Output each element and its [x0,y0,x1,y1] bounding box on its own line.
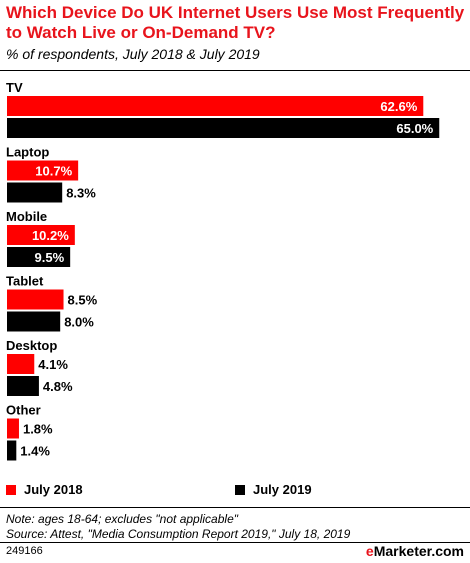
legend-item-july-2019: July 2019 [235,482,312,497]
category-label-other: Other [6,403,41,418]
chart-id: 249166 [6,545,43,557]
data-label-tablet-july-2018: 8.5% [68,293,98,308]
data-label-desktop-july-2019: 4.8% [43,379,73,394]
data-label-mobile-july-2019: 9.5% [35,250,65,265]
chart-subtitle: % of respondents, July 2018 & July 2019 [6,46,260,62]
bottom-divider [0,507,470,508]
bar-tv-july-2018 [7,96,424,116]
footer-divider [0,542,470,543]
emarketer-logo: eMarketer.com [365,543,464,559]
legend-swatch-july-2019 [235,484,245,495]
bar-desktop-july-2018 [7,354,35,374]
legend-item-july-2018: July 2018 [6,482,83,497]
bar-desktop-july-2019 [7,376,39,396]
data-label-mobile-july-2018: 10.2% [32,228,69,243]
legend-label-july-2018: July 2018 [24,482,83,497]
category-label-desktop: Desktop [6,338,57,353]
bar-chart: TV 62.6% 65.0% Laptop 10.7% 8.3% Mobile 10.2% 9.… [6,80,440,461]
bar-tablet-july-2018 [7,289,64,310]
category-label-laptop: Laptop [6,145,49,160]
data-label-laptop-july-2018: 10.7% [35,164,72,179]
bar-tablet-july-2019 [7,311,61,332]
data-label-other-july-2018: 1.8% [23,422,53,437]
top-divider [0,70,470,71]
category-label-mobile: Mobile [6,209,47,224]
category-label-tv: TV [6,80,23,95]
bar-other-july-2018 [7,418,19,439]
data-label-laptop-july-2019: 8.3% [66,186,96,201]
bar-laptop-july-2019 [7,182,63,203]
data-label-other-july-2019: 1.4% [20,444,50,459]
legend-swatch-july-2018 [6,484,16,495]
note-text: Note: ages 18-64; excludes "not applicab… [6,512,239,526]
legend-label-july-2019: July 2019 [253,482,312,497]
source-text: Source: Attest, "Media Consumption Repor… [6,527,351,541]
bar-laptop-july-2018 [7,160,79,181]
data-label-tv-july-2019: 65.0% [396,121,433,136]
chart-title: Which Device Do UK Internet Users Use Mo… [6,3,465,42]
chart-note: Note: ages 18-64; excludes "not applicab… [6,512,350,542]
bar-mobile-july-2018 [7,225,75,245]
bar-mobile-july-2019 [7,247,71,267]
bar-other-july-2019 [7,440,17,461]
bar-tv-july-2019 [7,118,440,138]
data-label-tablet-july-2019: 8.0% [64,315,94,330]
category-label-tablet: Tablet [6,274,44,289]
data-label-tv-july-2018: 62.6% [380,99,417,114]
data-label-desktop-july-2018: 4.1% [38,357,68,372]
